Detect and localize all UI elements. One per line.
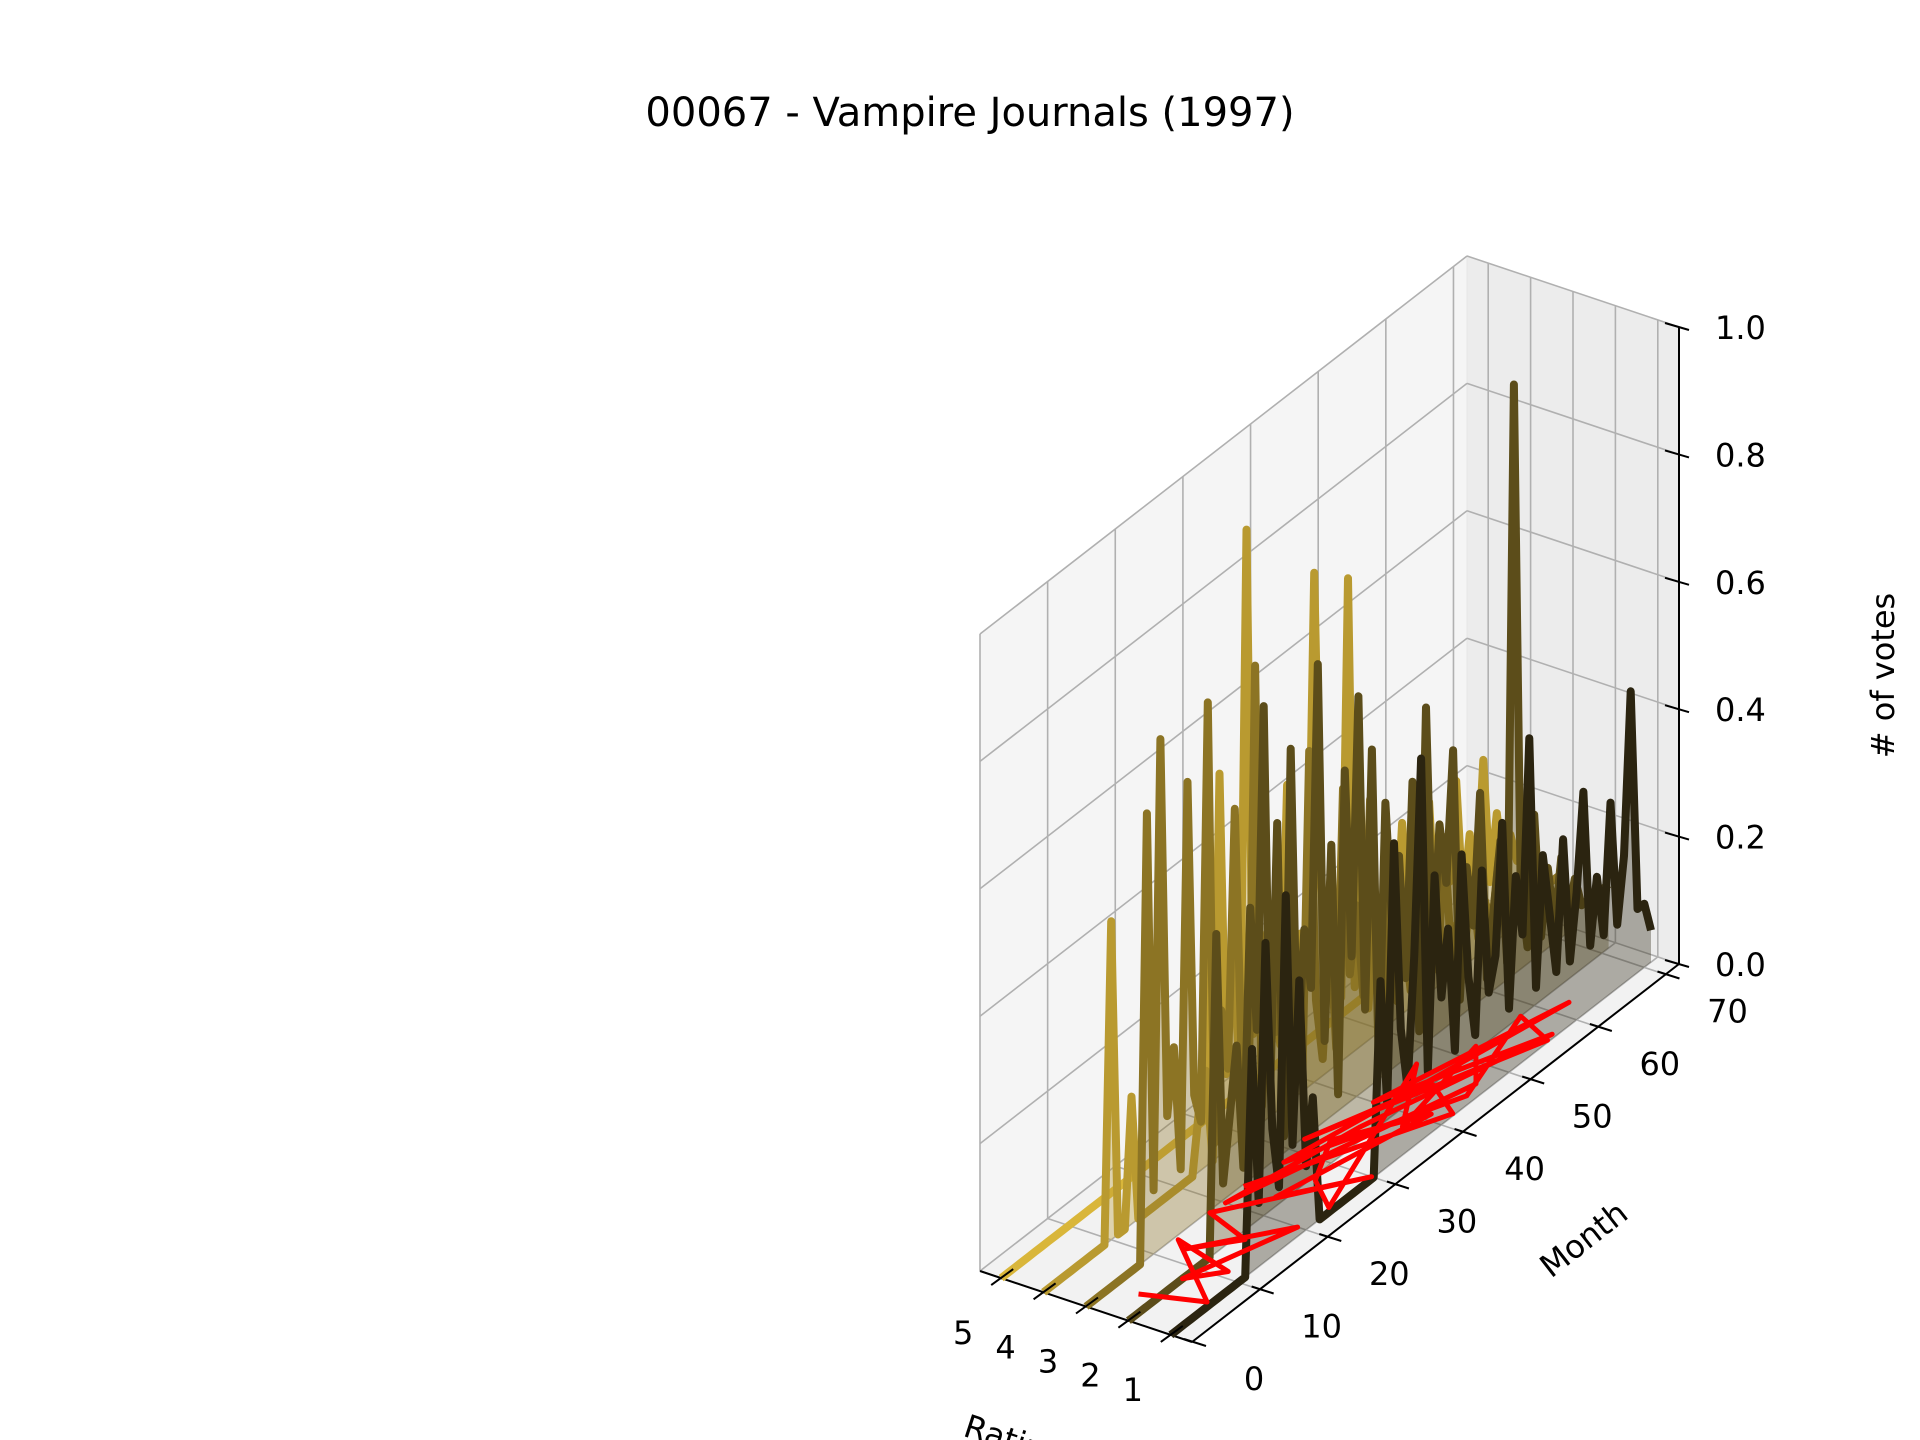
y-tick-label: 40 — [1504, 1150, 1545, 1188]
grid-line-z-back — [1466, 510, 1680, 583]
y-tick-label: 50 — [1572, 1098, 1613, 1136]
y-tick-label: 30 — [1437, 1203, 1478, 1241]
z-tick-mark — [1664, 704, 1690, 714]
z-tick-mark — [1664, 322, 1690, 331]
overlay-line — [1138, 999, 1572, 1305]
overlay-trend-line — [1138, 999, 1572, 1305]
y-axis-label: Month — [1533, 1193, 1635, 1285]
z-tick-mark — [1664, 576, 1690, 586]
z-tick-label: 0.0 — [1715, 946, 1766, 984]
y-tick-mark — [1657, 970, 1680, 980]
y-tick-mark — [1454, 1128, 1477, 1137]
y-tick-label: 20 — [1369, 1255, 1410, 1293]
y-tick-mark — [1183, 1338, 1207, 1347]
x-tick-label: 2 — [1080, 1357, 1100, 1395]
x-axis-label: Rating — [959, 1407, 1069, 1440]
y-tick-label: 0 — [1244, 1360, 1264, 1398]
x-tick-mark — [1160, 1325, 1184, 1343]
grid-line-z-back — [1466, 764, 1680, 838]
z-tick-mark — [1664, 831, 1690, 841]
y-tick-mark — [1521, 1075, 1545, 1085]
x-tick-label: 1 — [1123, 1371, 1143, 1409]
y-tick-mark — [1589, 1023, 1613, 1032]
x-tick-label: 4 — [995, 1328, 1015, 1366]
y-tick-label: 70 — [1707, 993, 1748, 1031]
grid-line-z-back — [1466, 382, 1680, 456]
grid-line-z-wall — [979, 255, 1468, 635]
x-tick-mark — [990, 1268, 1014, 1286]
x-tick-label: 5 — [953, 1314, 973, 1352]
x-tick-mark — [1075, 1296, 1099, 1315]
z-axis-label: # of votes — [1864, 593, 1902, 758]
x-tick-mark — [1117, 1310, 1141, 1329]
z-tick-label: 0.4 — [1715, 691, 1766, 729]
z-tick-mark — [1664, 449, 1690, 459]
x-tick-mark — [1033, 1282, 1057, 1301]
grid-line-y-floor — [1047, 1217, 1260, 1291]
z-tick-label: 0.2 — [1715, 819, 1766, 857]
y-tick-label: 60 — [1639, 1045, 1680, 1083]
z-tick-label: 0.6 — [1715, 564, 1766, 602]
y-tick-mark — [1251, 1285, 1274, 1295]
grid-line-z-back — [1466, 637, 1680, 710]
series-line-rating-1 — [1168, 687, 1655, 1339]
z-tick-label: 1.0 — [1715, 309, 1766, 347]
y-tick-mark — [1386, 1180, 1410, 1190]
chart-title: 00067 - Vampire Journals (1997) — [645, 90, 1294, 136]
z-tick-label: 0.8 — [1715, 436, 1766, 474]
grid-line-z-wall — [979, 382, 1468, 763]
x-tick-label: 3 — [1038, 1343, 1058, 1381]
grid-line-z-wall — [979, 510, 1468, 890]
y-tick-mark — [1318, 1233, 1342, 1242]
z-tick-mark — [1664, 959, 1690, 968]
y-tick-label: 10 — [1301, 1308, 1342, 1346]
grid-line-z-back — [1466, 255, 1680, 328]
